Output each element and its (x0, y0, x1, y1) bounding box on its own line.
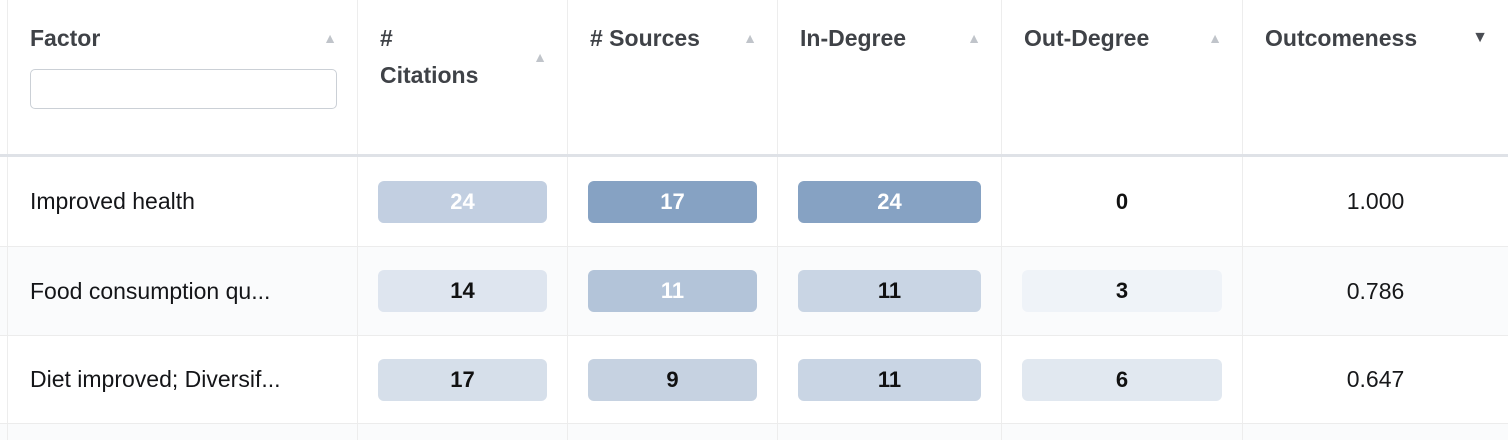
citations-cell: 14 (358, 247, 568, 335)
heatmap-value-badge: 17 (378, 358, 547, 401)
table-row[interactable]: Diet improved; Diversif... 17 9 11 6 0.6… (0, 336, 1508, 424)
citations-cell: 17 (358, 336, 568, 423)
factor-cell: Improved health (8, 157, 358, 246)
heatmap-value-badge: 24 (798, 180, 981, 223)
factor-cell: Diet improved; Diversif... (8, 336, 358, 423)
outcomeness-value: 0.786 (1346, 277, 1405, 304)
outcomeness-value: 1.000 (1346, 188, 1405, 214)
column-label-outcomeness: Outcomeness (1265, 25, 1418, 51)
column-header-out-degree[interactable]: Out-Degree ▲ (1002, 0, 1243, 154)
heatmap-value-badge: 6 (1022, 358, 1222, 401)
heatmap-value-badge: 17 (588, 180, 757, 223)
heatmap-value-badge: 11 (588, 270, 757, 312)
column-header-sources[interactable]: # Sources ▲ (568, 0, 778, 154)
column-header-factor[interactable]: Factor ▲ (8, 0, 358, 154)
outcomeness-cell: 0.786 (1243, 247, 1508, 335)
sort-asc-icon: ▲ (967, 30, 981, 47)
sort-desc-icon: ▼ (1472, 29, 1488, 47)
out-degree-cell: 0 (1002, 157, 1243, 246)
sort-asc-icon: ▲ (743, 30, 757, 47)
left-edge-spacer (0, 336, 8, 423)
left-edge-spacer (0, 0, 8, 154)
out-degree-cell: 3 (1002, 247, 1243, 335)
heatmap-value-badge: 9 (588, 358, 757, 401)
outcomeness-value: 0.647 (1346, 366, 1405, 392)
in-degree-cell: 11 (778, 247, 1002, 335)
factor-cell: Food consumption qu... (8, 247, 358, 335)
table-row-partial (0, 424, 1508, 440)
outcomeness-cell: 0.647 (1243, 336, 1508, 423)
column-label-citations: # Citations (380, 25, 479, 88)
sort-asc-icon: ▲ (1208, 30, 1222, 47)
sources-cell: 17 (568, 157, 778, 246)
left-edge-spacer (0, 247, 8, 335)
table-header-row: Factor ▲ # Citations ▲ # Sources ▲ In-De… (0, 0, 1508, 157)
column-header-citations[interactable]: # Citations ▲ (358, 0, 568, 154)
sources-cell: 9 (568, 336, 778, 423)
sort-asc-icon: ▲ (323, 30, 337, 47)
left-edge-spacer (0, 424, 8, 440)
column-label-out-degree: Out-Degree (1024, 25, 1150, 51)
heatmap-value-badge: 0 (1115, 188, 1129, 214)
column-label-in-degree: In-Degree (800, 25, 907, 51)
column-header-outcomeness[interactable]: Outcomeness ▼ (1243, 0, 1508, 154)
in-degree-cell: 11 (778, 336, 1002, 423)
heatmap-value-badge: 24 (378, 180, 547, 223)
heatmap-value-badge: 11 (798, 358, 981, 401)
sort-asc-icon: ▲ (533, 48, 547, 65)
heatmap-value-badge: 14 (378, 270, 547, 312)
factor-name: Improved health (30, 188, 195, 214)
factor-name: Diet improved; Diversif... (30, 366, 281, 392)
column-label-factor: Factor (30, 25, 101, 51)
left-edge-spacer (0, 157, 8, 246)
outcomeness-cell: 1.000 (1243, 157, 1508, 246)
heatmap-value-badge: 11 (798, 270, 981, 312)
heatmap-value-badge: 3 (1022, 270, 1222, 312)
table-row[interactable]: Food consumption qu... 14 11 11 3 0.786 (0, 247, 1508, 336)
column-header-in-degree[interactable]: In-Degree ▲ (778, 0, 1002, 154)
in-degree-cell: 24 (778, 157, 1002, 246)
sources-cell: 11 (568, 247, 778, 335)
citations-cell: 24 (358, 157, 568, 246)
column-label-sources: # Sources (590, 25, 700, 51)
factor-name: Food consumption qu... (30, 277, 271, 304)
table-row[interactable]: Improved health 24 17 24 0 1.000 (0, 157, 1508, 247)
factor-filter-input[interactable] (30, 68, 337, 109)
out-degree-cell: 6 (1002, 336, 1243, 423)
